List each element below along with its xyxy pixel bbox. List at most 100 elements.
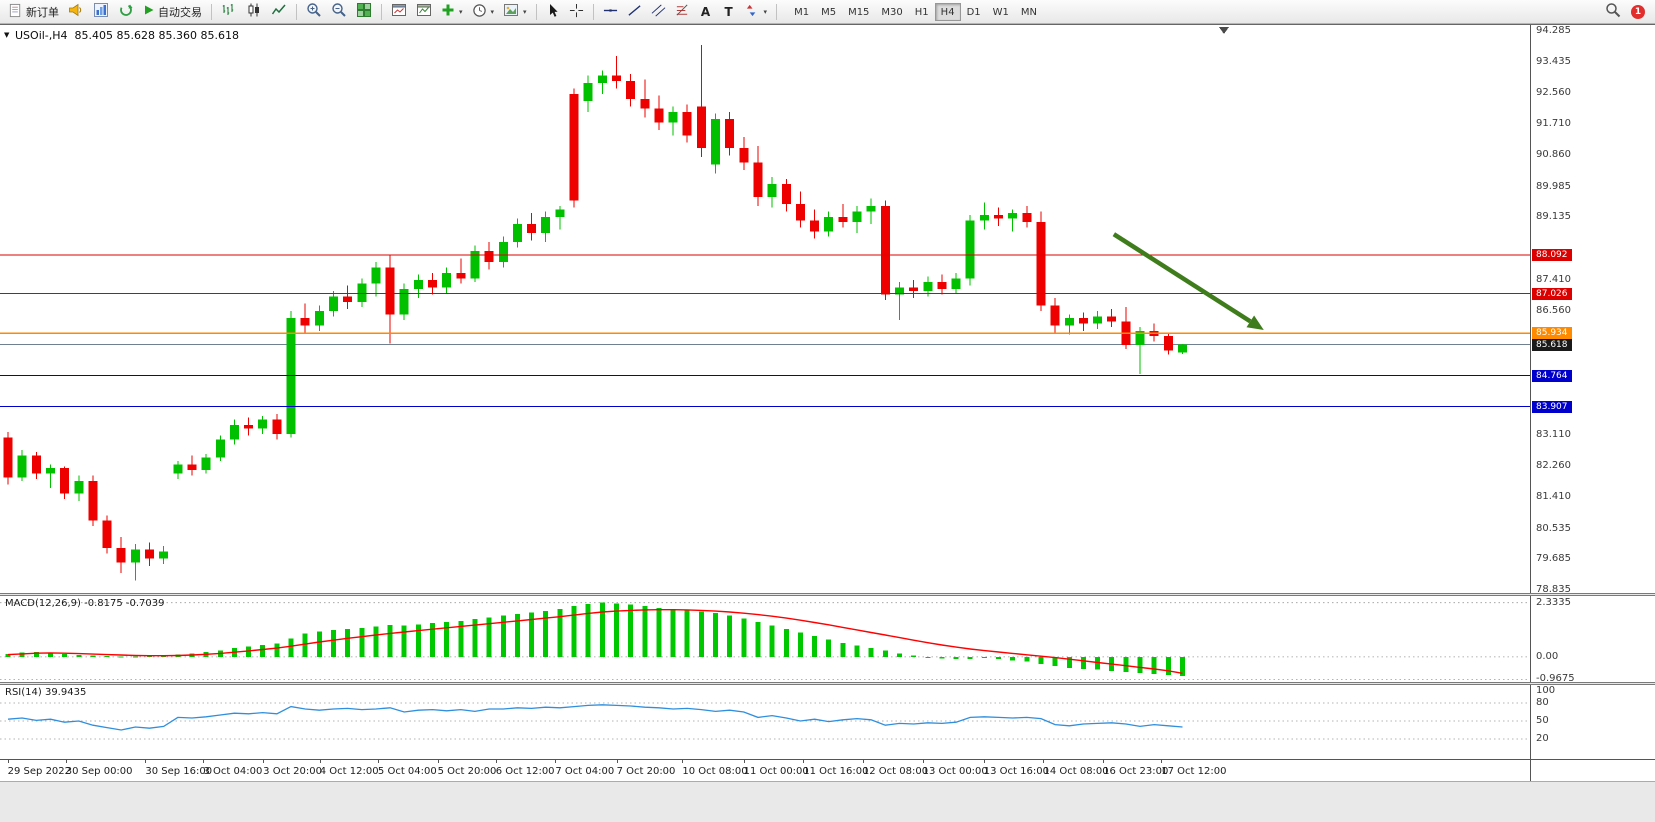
fibonacci-tool-button[interactable] — [671, 2, 694, 22]
price-axis-label: 86.560 — [1536, 304, 1571, 316]
add-indicator-button[interactable]: ▾ — [437, 2, 467, 22]
timeframe-button-h4[interactable]: H4 — [934, 2, 961, 21]
arrows-tool-button[interactable]: ▾ — [741, 2, 772, 22]
new-order-button[interactable]: 新订单 — [4, 2, 63, 22]
price-axis-label: 94.285 — [1536, 25, 1571, 36]
time-axis-label: 4 Oct 12:00 — [319, 766, 379, 777]
macd-pane[interactable]: MACD(12,26,9) -0.8175 -0.7039 — [0, 596, 1530, 682]
zoom-in-button[interactable] — [302, 2, 326, 22]
refresh-icon — [118, 2, 134, 21]
toolbar-separator — [592, 3, 594, 20]
timeframe-button-m5[interactable]: M5 — [821, 6, 837, 18]
rsi-axis-label: 100 — [1536, 685, 1556, 696]
new-chart-button[interactable] — [387, 2, 411, 22]
time-tick — [743, 760, 745, 763]
time-axis-label: 13 Oct 16:00 — [983, 766, 1049, 777]
price-level-badge: 84.764 — [1532, 369, 1572, 382]
timeframe-button-m30[interactable]: M30 — [881, 6, 903, 18]
timeframe-button-m1[interactable]: M1 — [794, 6, 810, 18]
price-axis-label: 83.110 — [1536, 429, 1571, 441]
price-level-badge: 87.026 — [1532, 287, 1572, 300]
text-tool-icon: A — [700, 4, 711, 19]
pane-splitter[interactable] — [0, 682, 1655, 685]
time-axis-label: 10 Oct 08:00 — [682, 766, 748, 777]
rsi-chart-svg — [0, 702, 1530, 740]
new-order-label: 新订单 — [26, 5, 59, 19]
price-axis-label: 92.560 — [1536, 87, 1571, 99]
time-axis-label: 5 Oct 20:00 — [437, 766, 497, 777]
bar-chart-icon — [221, 2, 237, 21]
timeframe-button-h1[interactable]: H1 — [914, 6, 929, 18]
macd-label: MACD(12,26,9) -0.8175 -0.7039 — [5, 598, 165, 609]
time-axis-label: 5 Oct 04:00 — [377, 766, 437, 777]
periods-button[interactable]: ▾ — [468, 2, 499, 22]
dropdown-caret-icon: ▾ — [763, 7, 768, 16]
time-tick — [1103, 760, 1105, 763]
chart-profiles-button[interactable] — [412, 2, 436, 22]
channel-tool-button[interactable] — [647, 2, 670, 22]
time-tick — [922, 760, 924, 763]
indicator-plus-icon — [441, 3, 455, 20]
candlestick-mode-button[interactable] — [242, 2, 266, 22]
trendline-icon — [627, 3, 642, 21]
timeframe-button-w1[interactable]: W1 — [992, 6, 1009, 18]
chart-collapse-arrow[interactable]: ▼ — [4, 31, 10, 39]
toolbar-separator — [535, 3, 537, 20]
time-axis-label: 30 Sep 00:00 — [65, 766, 133, 777]
trendline-tool-button[interactable] — [623, 2, 646, 22]
time-tick — [983, 760, 985, 763]
time-axis[interactable]: 29 Sep 2022 30 Sep 00:00 30 Sep 16:00 3 Oct… — [0, 759, 1530, 781]
cursor-tool-button[interactable] — [542, 2, 564, 22]
rsi-label: RSI(14) 39.9435 — [5, 687, 87, 698]
macd-chart-svg — [0, 602, 1530, 680]
play-icon — [143, 4, 155, 19]
price-axis-label: 80.535 — [1536, 522, 1571, 534]
time-tick — [437, 760, 439, 763]
timeframe-button-m15[interactable]: M15 — [848, 6, 870, 18]
window-bottom-strip — [0, 781, 1655, 822]
bid-price-badge: 85.618 — [1532, 338, 1572, 351]
timeframe-button-mn[interactable]: MN — [1020, 6, 1037, 18]
toolbar: 新订单 自动交易 ▾ ▾ — [0, 0, 1655, 24]
price-axis-label: 78.835 — [1536, 584, 1571, 593]
rsi-axis[interactable]: 100 80 50 20 — [1530, 685, 1655, 759]
candlestick-icon — [246, 2, 262, 21]
templates-button[interactable]: ▾ — [499, 2, 531, 22]
toolbar-right: 1 — [1605, 2, 1651, 22]
time-tick — [1043, 760, 1045, 763]
dropdown-caret-icon: ▾ — [459, 7, 463, 16]
rsi-axis-label: 20 — [1536, 733, 1549, 744]
crosshair-tool-button[interactable] — [565, 2, 588, 22]
tile-windows-button[interactable] — [352, 2, 376, 22]
arrows-icon — [745, 3, 760, 21]
autotrade-button[interactable]: 自动交易 — [139, 2, 206, 22]
time-tick — [495, 760, 497, 763]
market-watch-button[interactable] — [89, 2, 113, 22]
time-axis-label: 7 Oct 20:00 — [616, 766, 676, 777]
text-tool-button[interactable]: A — [695, 2, 717, 22]
refresh-button[interactable] — [114, 2, 138, 22]
pane-splitter[interactable] — [0, 593, 1655, 596]
macd-axis[interactable]: 2.3335 0.00 -0.9675 — [1530, 596, 1655, 682]
timeframe-button-d1[interactable]: D1 — [966, 6, 981, 18]
zoom-in-icon — [306, 2, 322, 21]
price-pane[interactable]: ▼ USOil-,H4 85.405 85.628 85.360 85.618 — [0, 25, 1530, 593]
notification-badge[interactable]: 1 — [1631, 4, 1645, 19]
time-axis-corner — [1530, 759, 1655, 781]
rsi-axis-label: 80 — [1536, 697, 1549, 708]
time-tick — [555, 760, 557, 763]
price-level-badge: 83.907 — [1532, 400, 1572, 413]
price-axis[interactable]: 94.285 93.435 92.560 91.710 90.860 89.985 89.1… — [1530, 25, 1655, 593]
label-tool-button[interactable]: T — [718, 2, 740, 22]
rsi-pane[interactable]: RSI(14) 39.9435 — [0, 685, 1530, 759]
news-button[interactable] — [64, 2, 88, 22]
search-icon[interactable] — [1605, 2, 1621, 22]
cursor-icon — [546, 3, 560, 21]
line-chart-mode-button[interactable] — [267, 2, 291, 22]
time-tick — [7, 760, 9, 763]
bar-chart-mode-button[interactable] — [217, 2, 241, 22]
toolbar-separator — [211, 3, 212, 20]
time-tick — [65, 760, 67, 763]
zoom-out-button[interactable] — [327, 2, 351, 22]
horizontal-line-tool-button[interactable] — [599, 2, 622, 22]
